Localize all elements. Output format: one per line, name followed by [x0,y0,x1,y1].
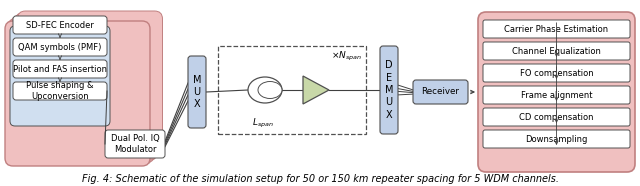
Text: Fig. 4: Schematic of the simulation setup for 50 or 150 km repeater spacing for : Fig. 4: Schematic of the simulation setu… [81,174,559,184]
Text: Dual Pol. IQ
Modulator: Dual Pol. IQ Modulator [111,134,159,154]
FancyBboxPatch shape [13,16,107,34]
FancyBboxPatch shape [483,130,630,148]
FancyBboxPatch shape [17,11,163,156]
FancyBboxPatch shape [10,17,155,162]
FancyBboxPatch shape [13,60,107,78]
Text: Downsampling: Downsampling [525,134,588,144]
FancyBboxPatch shape [478,12,635,172]
Text: Channel Equalization: Channel Equalization [512,46,601,55]
Text: Pilot and FAS insertion: Pilot and FAS insertion [13,65,107,73]
FancyBboxPatch shape [483,20,630,38]
FancyBboxPatch shape [13,15,157,160]
FancyBboxPatch shape [105,130,165,158]
Ellipse shape [258,81,282,99]
Polygon shape [303,76,329,104]
FancyBboxPatch shape [380,46,398,134]
Text: Carrier Phase Estimation: Carrier Phase Estimation [504,25,609,33]
Text: FO compensation: FO compensation [520,68,593,78]
Text: Frame alignment: Frame alignment [521,91,592,100]
Text: D
E
M
U
X: D E M U X [385,60,393,120]
FancyBboxPatch shape [15,13,160,158]
Text: $\times N_{span}$: $\times N_{span}$ [331,50,362,63]
FancyBboxPatch shape [13,82,107,100]
Text: SD-FEC Encoder: SD-FEC Encoder [26,20,94,30]
Bar [218,46,366,134]
FancyBboxPatch shape [483,108,630,126]
Text: CD compensation: CD compensation [519,113,594,121]
FancyBboxPatch shape [5,21,150,166]
Text: M
U
X: M U X [193,75,201,109]
Ellipse shape [248,77,282,103]
FancyBboxPatch shape [10,26,110,126]
FancyBboxPatch shape [188,56,206,128]
FancyBboxPatch shape [8,19,152,164]
Text: Pulse shaping &
Upconversion: Pulse shaping & Upconversion [26,81,93,101]
FancyBboxPatch shape [483,64,630,82]
Text: $L_{span}$: $L_{span}$ [252,117,274,130]
FancyBboxPatch shape [413,80,468,104]
FancyBboxPatch shape [13,38,107,56]
Text: QAM symbols (PMF): QAM symbols (PMF) [19,42,102,52]
FancyBboxPatch shape [483,86,630,104]
FancyBboxPatch shape [483,42,630,60]
Text: Receiver: Receiver [422,87,460,97]
